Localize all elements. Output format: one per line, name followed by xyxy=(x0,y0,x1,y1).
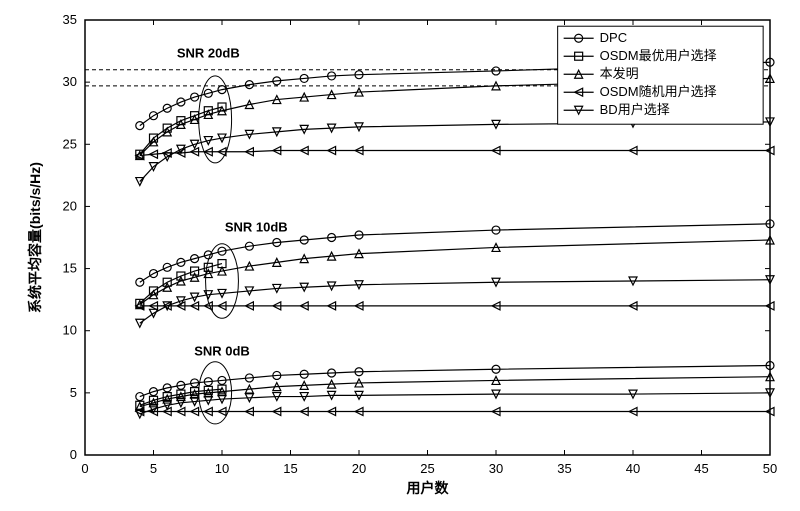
series-line-BD xyxy=(140,393,770,414)
chart-container: 0 5 10 15 20 25 30 35 40 45 50 0 5 10 15 20 25 30 35 用户数 系统平… xyxy=(0,0,800,511)
x-tick-label: 5 xyxy=(150,461,157,476)
series-line-OSDM-rand xyxy=(140,151,770,156)
annotation-text: SNR 20dB xyxy=(177,45,240,60)
x-tick-label: 50 xyxy=(763,461,777,476)
series-line-proposed xyxy=(140,240,770,305)
legend-label: BD用户选择 xyxy=(600,102,670,117)
x-tick-label: 35 xyxy=(557,461,571,476)
annotation-text: SNR 10dB xyxy=(225,219,288,234)
legend-label: DPC xyxy=(600,30,627,45)
legend-label: OSDM随机用户选择 xyxy=(600,84,717,99)
y-tick-label: 10 xyxy=(63,323,77,338)
chart-svg: 0 5 10 15 20 25 30 35 40 45 50 0 5 10 15 20 25 30 35 用户数 系统平… xyxy=(0,0,800,511)
annotation-text: SNR 0dB xyxy=(194,344,250,359)
x-axis-label: 用户数 xyxy=(407,480,450,496)
x-tick-label: 10 xyxy=(215,461,229,476)
x-tick-label: 15 xyxy=(283,461,297,476)
y-tick-label: 35 xyxy=(63,12,77,27)
x-tick-label: 25 xyxy=(420,461,434,476)
y-tick-label: 5 xyxy=(70,385,77,400)
y-axis-label: 系统平均容量(bits/s/Hz) xyxy=(27,162,43,313)
y-tick-label: 15 xyxy=(63,261,77,276)
y-tick-label: 20 xyxy=(63,198,77,213)
series-line-BD xyxy=(140,280,770,324)
x-tick-label: 45 xyxy=(694,461,708,476)
legend-label: OSDM最优用户选择 xyxy=(600,48,717,63)
x-tick-label: 0 xyxy=(81,461,88,476)
series-line-proposed xyxy=(140,377,770,407)
x-tick-label: 30 xyxy=(489,461,503,476)
y-tick-label: 25 xyxy=(63,136,77,151)
legend: DPC OSDM最优用户选择本发明 OSDM随机用户选择 BD用户选择 xyxy=(558,26,764,124)
x-tick-label: 40 xyxy=(626,461,640,476)
y-tick-label: 30 xyxy=(63,74,77,89)
annotation-ellipse xyxy=(199,76,232,163)
y-tick-label: 0 xyxy=(70,447,77,462)
x-tick-label: 20 xyxy=(352,461,366,476)
legend-label: 本发明 xyxy=(600,66,639,81)
